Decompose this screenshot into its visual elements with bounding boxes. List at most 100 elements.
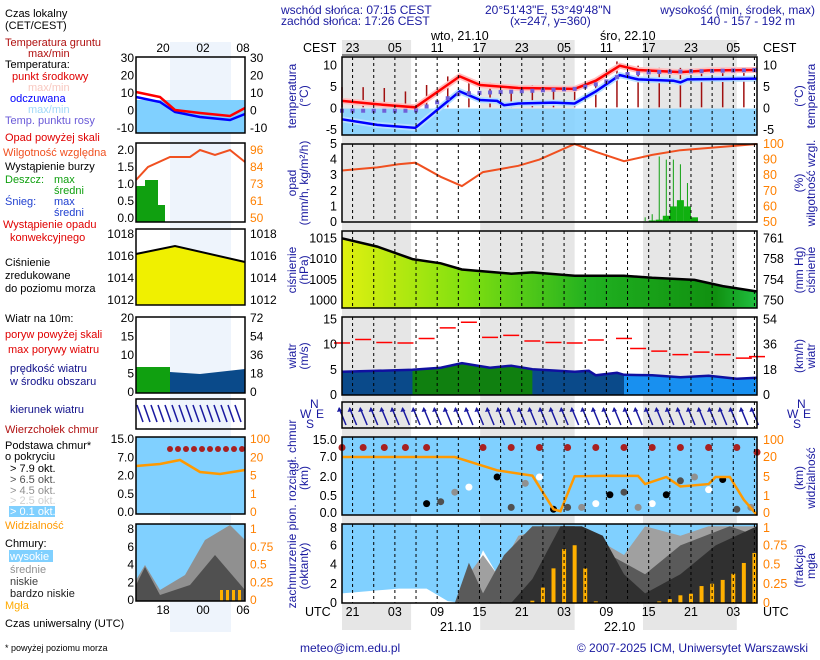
legend-cloud-top: Wierzchołek chmur bbox=[5, 424, 99, 436]
mini-tick-right: 10 bbox=[250, 86, 264, 100]
mini-panel-frame bbox=[135, 56, 246, 134]
email-text[interactable]: meteo@icm.edu.pl bbox=[300, 641, 400, 655]
mini-tick-left: 2.0 bbox=[117, 469, 134, 483]
visibility-tick: 0 bbox=[763, 506, 770, 520]
legend-wind10: Wiatr na 10m: bbox=[5, 313, 73, 325]
utc-hour-label: 15 bbox=[473, 605, 487, 619]
dew-point-dot bbox=[382, 108, 387, 113]
visibility-label-right: widzialność bbox=[804, 447, 818, 509]
mini-tick-right: -10 bbox=[250, 121, 268, 135]
utc-hour-label: 21 bbox=[346, 605, 360, 619]
okt01-swatch bbox=[9, 506, 55, 517]
dew-point-dot bbox=[699, 69, 704, 74]
mmhg-tick: 754 bbox=[763, 273, 784, 287]
mini-tick-left: 2.0 bbox=[117, 143, 134, 157]
wind-speed-area-strong bbox=[412, 363, 533, 395]
wind-arrowhead bbox=[569, 407, 575, 412]
wind-tick: 15 bbox=[323, 312, 337, 326]
mini-tick-left: 1016 bbox=[107, 249, 134, 263]
mini-pressure-line bbox=[135, 244, 246, 263]
legend-cloud-base: Podstawa chmur* bbox=[5, 440, 92, 452]
humidity-label-right: wilgotność wzgl. bbox=[804, 140, 818, 228]
wind-kmh-tick: 36 bbox=[763, 338, 777, 352]
cloud-base-dot bbox=[662, 491, 670, 499]
mini-tick-right: 84 bbox=[250, 160, 264, 174]
utc-time-axis: 21 03 09 15 21 03 09 15 21 03 bbox=[346, 605, 741, 619]
mini-wind-arrow bbox=[185, 404, 193, 423]
fog-tick: 0.75 bbox=[763, 538, 787, 552]
wind-arrowhead bbox=[516, 407, 522, 412]
mini-tick-left: 0 bbox=[127, 385, 134, 399]
temp-tick-left: 5 bbox=[330, 80, 337, 94]
cloudcover-label-left: zachmurzenie bbox=[285, 533, 299, 608]
mini-pressure-area bbox=[136, 246, 245, 305]
utc-hour-label: 15 bbox=[642, 605, 656, 619]
compass-w-right: W bbox=[787, 407, 799, 421]
cloud-top-dot bbox=[507, 444, 515, 451]
wind-tick: 10 bbox=[323, 338, 337, 352]
fog-bar bbox=[657, 601, 662, 603]
cloud-top-dot bbox=[359, 444, 367, 451]
cloud-top-dot bbox=[676, 444, 684, 451]
legend-okt45: > 4.5 okt. bbox=[10, 485, 56, 497]
email-link[interactable]: meteo@icm.edu.pl bbox=[300, 641, 400, 655]
legend-clouds: Chmury: bbox=[5, 538, 47, 550]
mini-tick-left: 0 bbox=[127, 104, 134, 118]
dew-point-dot bbox=[678, 69, 683, 74]
wind-arrowhead bbox=[664, 407, 670, 412]
cloud-base-dot bbox=[521, 479, 529, 487]
precip-tick: 2 bbox=[330, 184, 337, 198]
mini-wind-green bbox=[136, 367, 170, 393]
legend-rain: Deszcz: bbox=[5, 174, 44, 186]
dew-point-dot bbox=[636, 71, 641, 76]
legend-conv: Wystąpienie opadu bbox=[3, 219, 96, 231]
utc-label-right: UTC bbox=[763, 605, 789, 619]
wind-label-left: wiatr bbox=[285, 343, 299, 369]
mini-wind-arrow bbox=[192, 404, 200, 423]
wind-arrowhead bbox=[696, 407, 702, 412]
mini-tick-left: 1018 bbox=[107, 227, 134, 241]
fog-bar bbox=[593, 601, 598, 603]
wind-arrowhead bbox=[707, 407, 713, 412]
mini-tick-right: 36 bbox=[250, 348, 264, 362]
fog-bar bbox=[731, 573, 736, 603]
legend-temp-maxmin: max/min bbox=[28, 82, 70, 94]
legend-temp: Temperatura: bbox=[5, 59, 70, 71]
wind-arrowhead bbox=[654, 407, 660, 412]
cloud-top-dot bbox=[401, 444, 409, 451]
cloud-base-dot bbox=[451, 488, 459, 496]
wind-arrowhead bbox=[400, 407, 406, 412]
night-bands bbox=[342, 40, 737, 630]
temp-tick-right: 5 bbox=[763, 80, 770, 94]
wind-speed-line bbox=[341, 361, 758, 381]
compass-s-left: S bbox=[306, 417, 314, 431]
legend-local-time: Czas lokalny bbox=[5, 8, 68, 20]
temp-tick-left: -5 bbox=[326, 123, 337, 137]
visibility-unit-right: (km) bbox=[792, 466, 806, 490]
mini-visibility-line bbox=[135, 458, 246, 476]
wind-arrowhead bbox=[611, 407, 617, 412]
mini-tick-left: 15.0 bbox=[111, 432, 135, 446]
mini-tick-right: 0 bbox=[250, 593, 257, 607]
wind-arrowhead bbox=[537, 407, 543, 412]
humidity-tick: 70 bbox=[763, 184, 777, 198]
legend-low: niskie bbox=[10, 576, 38, 588]
local-time-axis: 23 05 11 17 23 05 11 17 23 05 bbox=[342, 41, 757, 56]
mini-cloud-top-dot bbox=[191, 446, 197, 452]
utc-hour-label: 03 bbox=[388, 605, 402, 619]
dew-point-dot bbox=[741, 68, 746, 73]
visibility-tick: 100 bbox=[763, 433, 784, 447]
mini-tick-right: 72 bbox=[250, 311, 264, 325]
wind-unit-right: (km/h) bbox=[792, 339, 806, 373]
cloud-base-dot bbox=[592, 500, 600, 508]
fog-tick: 0 bbox=[763, 596, 770, 610]
temp-felt-line bbox=[341, 73, 758, 130]
mini-tick-right: 54 bbox=[250, 330, 264, 344]
mini-cloud-top-dot bbox=[215, 446, 221, 452]
dew-point-dot bbox=[593, 82, 598, 87]
dew-point-dot bbox=[488, 90, 493, 95]
mini-temp-line bbox=[135, 90, 246, 118]
utc-hour-label: 21 bbox=[515, 605, 529, 619]
mini-wind-arrow bbox=[199, 404, 207, 423]
